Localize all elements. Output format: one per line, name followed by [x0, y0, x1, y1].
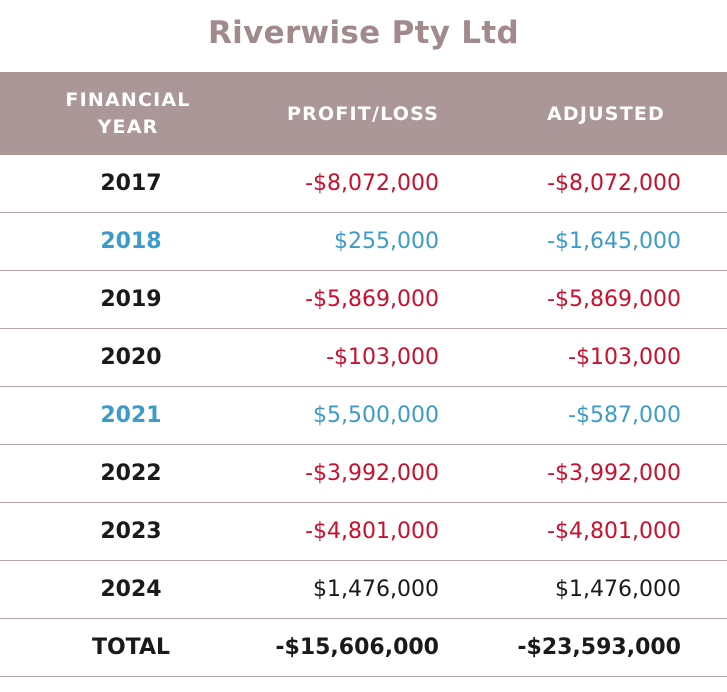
cell-year: 2021: [0, 386, 262, 445]
table-row: 2019 -$5,869,000 -$5,869,000: [0, 270, 727, 329]
cell-adjusted: -$587,000: [439, 386, 727, 445]
table-row: 2022 -$3,992,000 -$3,992,000: [0, 444, 727, 503]
cell-year: 2017: [0, 155, 262, 213]
cell-year: 2022: [0, 444, 262, 503]
table-row: 2018 $255,000 -$1,645,000: [0, 212, 727, 271]
cell-adjusted: -$4,801,000: [439, 502, 727, 561]
total-profit-loss: -$15,606,000: [262, 618, 439, 677]
header-financial-year: FINANCIAL YEAR: [0, 72, 262, 155]
cell-year: 2020: [0, 328, 262, 387]
cell-profit-loss: $5,500,000: [262, 386, 439, 445]
cell-profit-loss: $1,476,000: [262, 560, 439, 619]
table-row: 2017 -$8,072,000 -$8,072,000: [0, 155, 727, 213]
cell-year: 2018: [0, 212, 262, 271]
cell-year: 2023: [0, 502, 262, 561]
cell-profit-loss: -$8,072,000: [262, 155, 439, 213]
header-year-line2: YEAR: [97, 115, 159, 138]
header-adjusted: ADJUSTED: [439, 72, 727, 155]
cell-adjusted: -$8,072,000: [439, 155, 727, 213]
cell-adjusted: -$1,645,000: [439, 212, 727, 271]
table-title: Riverwise Pty Ltd: [208, 15, 519, 51]
header-year-line1: FINANCIAL: [65, 88, 191, 111]
cell-profit-loss: -$4,801,000: [262, 502, 439, 561]
cell-year: 2024: [0, 560, 262, 619]
financial-table: FINANCIAL YEAR PROFIT/LOSS ADJUSTED 2017…: [0, 72, 727, 677]
cell-adjusted: -$5,869,000: [439, 270, 727, 329]
cell-profit-loss: -$3,992,000: [262, 444, 439, 503]
table-header: FINANCIAL YEAR PROFIT/LOSS ADJUSTED: [0, 72, 727, 155]
cell-adjusted: -$103,000: [439, 328, 727, 387]
header-profit-loss: PROFIT/LOSS: [262, 72, 439, 155]
cell-year: 2019: [0, 270, 262, 329]
total-row: TOTAL -$15,606,000 -$23,593,000: [0, 618, 727, 677]
cell-adjusted: -$3,992,000: [439, 444, 727, 503]
cell-profit-loss: -$103,000: [262, 328, 439, 387]
cell-adjusted: $1,476,000: [439, 560, 727, 619]
total-label: TOTAL: [0, 618, 262, 677]
cell-profit-loss: -$5,869,000: [262, 270, 439, 329]
header-row: FINANCIAL YEAR PROFIT/LOSS ADJUSTED: [0, 72, 727, 155]
table-row: 2021 $5,500,000 -$587,000: [0, 386, 727, 445]
total-adjusted: -$23,593,000: [439, 618, 727, 677]
table-body: 2017 -$8,072,000 -$8,072,000 2018 $255,000 -$…: [0, 155, 727, 677]
table-row: 2024 $1,476,000 $1,476,000: [0, 560, 727, 619]
cell-profit-loss: $255,000: [262, 212, 439, 271]
table-row: 2020 -$103,000 -$103,000: [0, 328, 727, 387]
table-row: 2023 -$4,801,000 -$4,801,000: [0, 502, 727, 561]
